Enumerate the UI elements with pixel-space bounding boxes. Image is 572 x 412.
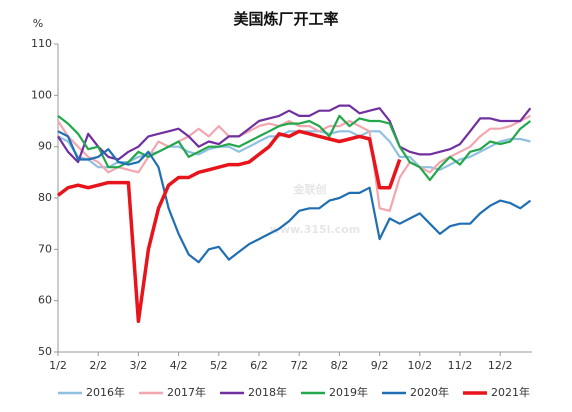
series-line: [56, 129, 402, 323]
y-tick-label: 110: [31, 37, 52, 50]
x-tick-label: 12/2: [488, 359, 513, 372]
x-tick-label: 8/2: [331, 359, 349, 372]
x-tick-label: 2/2: [89, 359, 107, 372]
x-tick-label: 1/2: [49, 359, 67, 372]
y-tick-label: 90: [38, 140, 52, 153]
legend-label: 2019年: [329, 385, 368, 399]
series-line: [57, 130, 531, 171]
x-tick-label: 10/2: [407, 359, 432, 372]
x-tick-label: 3/2: [130, 359, 148, 372]
watermark: 金联创: [293, 182, 327, 196]
y-tick-label: 80: [38, 191, 52, 204]
y-tick-label: 50: [38, 345, 52, 358]
y-tick-label: 60: [38, 294, 52, 307]
legend-label: 2017年: [167, 385, 206, 399]
y-tick-label: 70: [38, 242, 52, 255]
y-unit: %: [33, 17, 43, 30]
series-line: [57, 104, 532, 164]
x-tick-label: 11/2: [448, 359, 473, 372]
legend-label: 2016年: [86, 385, 125, 399]
x-tick-label: 9/2: [371, 359, 389, 372]
legend-label: 2018年: [248, 385, 287, 399]
watermark-url: www.315i.com: [270, 223, 360, 236]
chart-title: 美国炼厂开工率: [233, 10, 338, 28]
x-tick-label: 7/2: [290, 359, 308, 372]
series-line: [57, 114, 532, 182]
x-tick-label: 4/2: [170, 359, 188, 372]
series-line: [57, 130, 532, 264]
x-tick-label: 5/2: [210, 359, 228, 372]
y-tick-label: 100: [31, 88, 52, 101]
legend-label: 2020年: [410, 385, 449, 399]
x-tick-label: 6/2: [250, 359, 268, 372]
legend-label: 2021年: [491, 385, 530, 399]
